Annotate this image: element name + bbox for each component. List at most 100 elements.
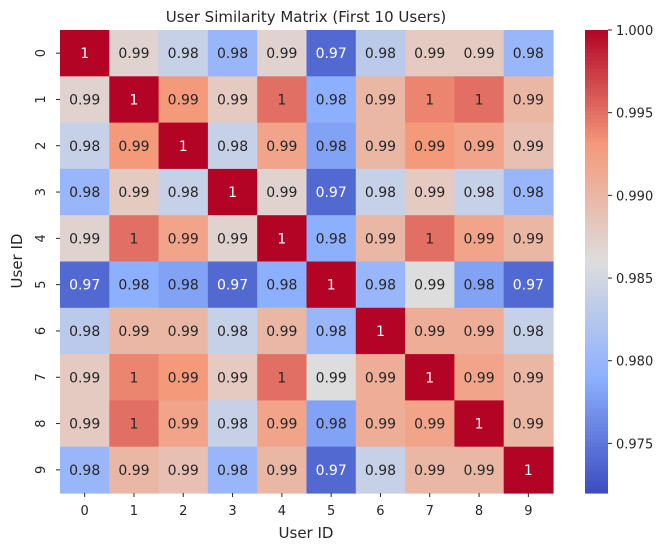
heatmap-cell: [306, 307, 357, 355]
cell-value-label: 0.98: [513, 46, 544, 62]
colorbar-segment: [585, 230, 608, 236]
y-tick-label: 5: [34, 281, 49, 289]
heatmap-cell: [257, 307, 308, 355]
y-tick-label: 9: [34, 466, 49, 474]
cell-value-label: 1: [80, 46, 89, 62]
heatmap-cell: [109, 261, 160, 309]
colorbar-segment: [585, 49, 608, 54]
colorbar-segment: [585, 149, 608, 155]
heatmap-cell: [355, 30, 406, 77]
heatmap-cell: [257, 122, 308, 170]
heatmap-cell: [503, 354, 554, 401]
cell-value-label: 0.99: [365, 370, 396, 386]
heatmap-cell: [503, 168, 554, 216]
colorbar-segment: [585, 157, 608, 162]
heatmap-cell: [503, 122, 554, 170]
y-axis-label: User ID: [8, 234, 26, 289]
heatmap-cell: [257, 215, 308, 263]
colorbar-segment: [585, 392, 608, 398]
colorbar-segment: [585, 350, 608, 355]
heatmap-cell: [60, 261, 110, 309]
colorbar-segment: [585, 408, 608, 413]
colorbar-segment: [585, 226, 608, 232]
cell-value-label: 0.99: [168, 231, 199, 247]
cell-value-label: 0.99: [414, 278, 445, 294]
colorbar-segment: [585, 134, 608, 139]
heatmap-cell: [355, 76, 406, 124]
heatmap-cell: [158, 215, 209, 263]
colorbar-segment: [585, 357, 608, 363]
cell-value-label: 1: [277, 231, 286, 247]
heatmap-cell: [355, 261, 406, 309]
colorbar-segment: [585, 342, 608, 347]
heatmap-cell: [257, 446, 308, 494]
y-tick-label: 7: [34, 373, 49, 381]
heatmap-cell: [306, 30, 357, 77]
heatmap-cell: [257, 76, 308, 124]
colorbar-segment: [585, 315, 608, 320]
y-axis-ticks: 0 1 2 3 4 5 6 7 8 9: [34, 49, 60, 474]
cell-value-label: 0.98: [217, 324, 248, 340]
heatmap-cell: [158, 307, 209, 355]
heatmap-cells: [60, 30, 554, 494]
heatmap-cell: [207, 261, 258, 309]
heatmap-cell: [503, 76, 554, 124]
heatmap-cell: [60, 76, 110, 124]
heatmap-cell-labels: 1 0.99 0.98 0.98 0.99 0.97 0.98 0.99 0.99 0.98 0.9…: [69, 46, 544, 479]
cell-value-label: 0.99: [365, 92, 396, 108]
cell-value-label: 0.99: [414, 46, 445, 62]
cell-value-label: 0.98: [365, 463, 396, 479]
cell-value-label: 1: [327, 278, 336, 294]
y-tick-label: 3: [34, 188, 49, 196]
heatmap-cell: [503, 400, 554, 448]
cell-value-label: 0.99: [168, 324, 199, 340]
colorbar-segment: [585, 415, 608, 421]
colorbar-segment: [585, 404, 608, 409]
cell-value-label: 1: [129, 231, 138, 247]
colorbar-segment: [585, 296, 608, 301]
colorbar-segment: [585, 64, 608, 70]
colorbar-segment: [585, 141, 608, 147]
heatmap-cell: [405, 446, 455, 494]
cell-value-label: 0.99: [69, 370, 100, 386]
colorbar-segment: [585, 288, 608, 293]
colorbar-segment: [585, 211, 608, 216]
heatmap-cell: [257, 168, 308, 216]
heatmap-cell: [60, 400, 110, 448]
cell-value-label: 0.98: [217, 46, 248, 62]
cell-value-label: 0.98: [69, 463, 100, 479]
cell-value-label: 0.97: [69, 278, 100, 294]
colorbar-segment: [585, 346, 608, 351]
cell-value-label: 0.99: [118, 46, 149, 62]
colorbar-segment: [585, 269, 608, 274]
heatmap-cell: [158, 400, 209, 448]
heatmap-cell: [405, 168, 455, 216]
cell-value-label: 0.99: [463, 139, 494, 155]
cell-value-label: 0.98: [365, 278, 396, 294]
heatmap-cell: [454, 76, 505, 124]
colorbar-segment: [585, 276, 608, 282]
y-tick-label: 1: [34, 95, 49, 103]
cell-value-label: 0.98: [316, 231, 347, 247]
y-tick-label: 8: [34, 419, 49, 427]
cell-value-label: 1: [129, 92, 138, 108]
colorbar-segment: [585, 84, 608, 89]
cell-value-label: 0.99: [168, 463, 199, 479]
cell-value-label: 0.99: [513, 92, 544, 108]
colorbar-segment: [585, 234, 608, 239]
heatmap-cell: [355, 307, 406, 355]
cell-value-label: 0.99: [217, 92, 248, 108]
heatmap-cell: [158, 30, 209, 77]
x-axis-label: User ID: [279, 524, 334, 542]
colorbar-segment: [585, 323, 608, 328]
colorbar-segment: [585, 126, 608, 131]
colorbar-segment: [585, 489, 608, 494]
colorbar-segment: [585, 485, 608, 490]
x-axis-ticks: 0 1 2 3 4 5 6 7 8 9: [81, 493, 532, 519]
cell-value-label: 1: [475, 92, 484, 108]
colorbar-segment: [585, 319, 608, 324]
colorbar-segment: [585, 388, 608, 394]
heatmap-cell: [405, 76, 455, 124]
cell-value-label: 0.98: [316, 139, 347, 155]
cell-value-label: 0.99: [414, 139, 445, 155]
